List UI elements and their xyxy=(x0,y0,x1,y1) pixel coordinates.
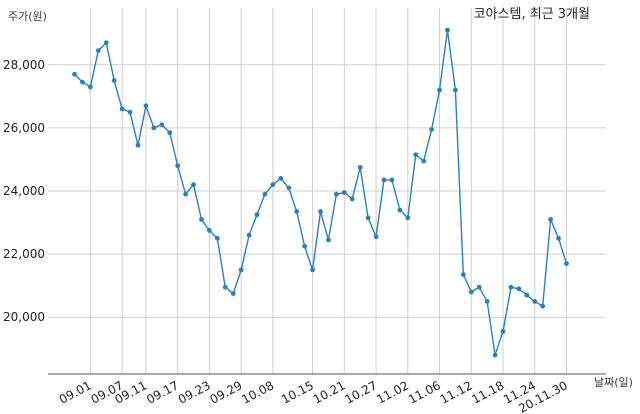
data-point xyxy=(468,289,474,295)
data-point xyxy=(246,232,252,238)
data-point xyxy=(437,87,442,93)
y-tick-label: 28,000 xyxy=(3,58,45,72)
x-tick-label: 09.23 xyxy=(176,378,213,406)
data-point xyxy=(278,175,284,181)
data-point xyxy=(103,40,109,46)
x-tick-label: 11.02 xyxy=(374,378,411,406)
data-point xyxy=(143,103,149,109)
x-tick-label: 09.17 xyxy=(144,378,181,406)
y-tick-label: 22,000 xyxy=(3,247,45,261)
data-point xyxy=(191,182,196,188)
data-point xyxy=(167,130,173,136)
y-gridlines xyxy=(48,64,606,318)
data-point xyxy=(159,122,165,128)
data-point xyxy=(326,237,331,243)
data-point xyxy=(270,182,276,188)
data-point xyxy=(421,158,427,164)
data-point xyxy=(373,234,379,240)
y-axis-label: 주가(원) xyxy=(8,10,47,23)
data-point xyxy=(111,78,117,83)
data-point xyxy=(175,163,181,169)
data-point xyxy=(72,71,77,77)
data-point xyxy=(540,303,546,309)
data-point xyxy=(199,217,204,222)
chart-title: 코아스템, 최근 3개월 xyxy=(474,7,590,22)
data-point xyxy=(445,27,450,33)
data-point xyxy=(484,299,490,304)
data-point xyxy=(286,185,292,191)
data-point xyxy=(119,106,125,112)
x-tick-label: 11.12 xyxy=(438,378,475,406)
data-point xyxy=(294,209,300,214)
data-point xyxy=(310,267,315,273)
data-point xyxy=(381,177,387,183)
data-point xyxy=(460,272,466,278)
data-point xyxy=(500,329,506,334)
data-point xyxy=(389,177,395,183)
y-tick-labels: 20,000 22,000 24,000 26,000 28,000 xyxy=(3,58,45,324)
data-point xyxy=(80,79,85,85)
data-point xyxy=(127,109,133,115)
data-point xyxy=(341,190,347,195)
data-point xyxy=(524,292,530,298)
data-point xyxy=(476,284,482,290)
data-point xyxy=(135,142,141,148)
data-point xyxy=(230,291,236,296)
data-point xyxy=(207,228,212,233)
data-point xyxy=(302,243,308,249)
x-tick-label: 10.08 xyxy=(239,378,276,406)
data-point xyxy=(183,191,189,197)
data-point xyxy=(222,284,228,290)
y-tick-label: 26,000 xyxy=(3,121,45,135)
data-point xyxy=(151,125,157,131)
x-tick-label: 09.29 xyxy=(208,378,245,406)
data-point xyxy=(333,191,339,197)
data-point xyxy=(254,212,260,218)
data-point xyxy=(357,164,363,170)
price-series-line xyxy=(74,29,568,356)
data-point xyxy=(556,235,561,241)
data-point xyxy=(413,152,419,158)
data-point xyxy=(238,267,244,273)
x-tick-label: 10.27 xyxy=(343,378,380,406)
data-point xyxy=(262,191,268,197)
y-tick-label: 24,000 xyxy=(3,184,45,198)
data-point xyxy=(508,284,514,290)
x-tick-label: 09.01 xyxy=(57,378,94,406)
data-point xyxy=(564,261,569,266)
x-tick-label: 11.18 xyxy=(470,378,507,406)
data-point xyxy=(349,196,355,202)
data-point xyxy=(214,235,220,241)
y-tick-label: 20,000 xyxy=(3,310,45,324)
data-point xyxy=(516,286,522,292)
data-point xyxy=(365,215,371,221)
data-point xyxy=(318,209,323,214)
x-tick-label: 11.06 xyxy=(406,378,443,406)
data-point xyxy=(405,215,411,221)
x-tick-label: 10.15 xyxy=(279,378,316,406)
data-point xyxy=(548,217,554,222)
x-tick-label: 10.21 xyxy=(311,378,348,406)
data-point xyxy=(453,87,458,93)
data-point xyxy=(492,352,498,358)
data-point xyxy=(87,84,93,90)
x-axis-label: 날짜(일) xyxy=(594,375,633,389)
data-point xyxy=(397,207,403,213)
data-point xyxy=(532,299,538,304)
data-point xyxy=(429,127,434,132)
data-point xyxy=(95,48,101,53)
price-series-points xyxy=(72,27,569,358)
